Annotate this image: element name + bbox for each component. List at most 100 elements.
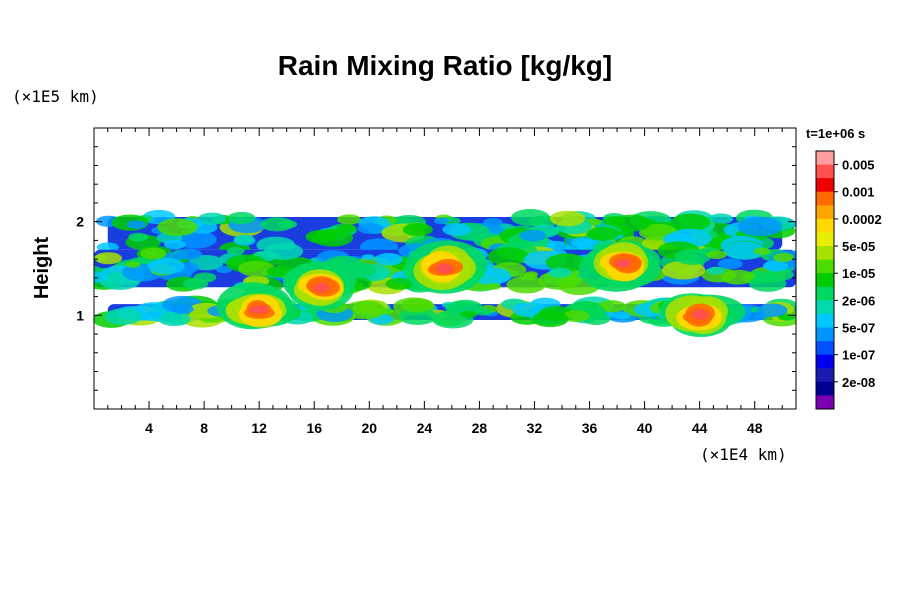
rain-core <box>312 284 328 291</box>
rain-blob <box>128 232 149 242</box>
rain-blob <box>398 307 438 325</box>
x-tick-label: 44 <box>692 420 708 436</box>
rain-blob <box>400 298 434 313</box>
rain-blob <box>757 303 788 317</box>
x-tick-label: 12 <box>251 420 267 436</box>
colorbar-label: 0.0002 <box>842 212 882 227</box>
rain-blob <box>216 266 233 274</box>
colorbar-swatch <box>816 232 834 247</box>
colorbar-swatch <box>816 178 834 193</box>
rain-blob <box>147 257 185 275</box>
rain-blob <box>706 250 727 260</box>
rain-blob <box>612 214 651 232</box>
rain-blob <box>126 220 146 229</box>
rain-blob <box>96 242 119 252</box>
colorbar-label: 1e-05 <box>842 266 875 281</box>
colorbar-label: 2e-06 <box>842 293 875 308</box>
rain-blob <box>402 223 433 237</box>
rain-blob <box>537 271 580 290</box>
rain-blob <box>549 210 586 227</box>
rain-blob <box>164 239 186 250</box>
rain-core <box>249 305 265 314</box>
rain-blob <box>139 247 167 260</box>
colorbar-frame <box>815 150 835 410</box>
colorbar: 0.005 0.001 0.0002 5e-05 1e-05 2e-06 5e-07 1e-0… <box>815 150 882 410</box>
rain-blob <box>674 248 711 265</box>
x-tick-label: 20 <box>362 420 378 436</box>
rain-blob <box>361 254 375 260</box>
rain-blob <box>570 237 594 248</box>
rain-blob <box>442 223 472 236</box>
rain-blob <box>662 260 706 280</box>
colorbar-swatch <box>816 286 834 301</box>
rain-blob <box>706 266 725 275</box>
colorbar-swatch <box>816 164 834 179</box>
colorbar-label: 0.005 <box>842 158 875 173</box>
rain-blob <box>238 260 275 277</box>
rain-blob <box>157 218 198 236</box>
x-tick-label: 28 <box>472 420 488 436</box>
rain-blob <box>104 308 143 325</box>
rain-blob <box>717 258 743 270</box>
colorbar-swatch <box>816 273 834 288</box>
rain-blob <box>94 266 102 273</box>
rain-blob <box>753 247 771 255</box>
rain-blob <box>524 271 539 278</box>
colorbar-swatch <box>816 205 834 220</box>
colorbar-swatch <box>816 313 834 329</box>
x-tick-label: 4 <box>145 420 153 436</box>
colorbar-swatch <box>816 327 834 342</box>
rain-core <box>616 259 629 267</box>
colorbar-swatch <box>816 191 834 206</box>
rain-blob <box>94 252 123 265</box>
rain-blob <box>486 283 502 290</box>
y-axis: 12 <box>76 146 796 391</box>
rain-blob <box>670 213 711 232</box>
rain-blob <box>562 310 590 323</box>
x-tick-label: 16 <box>306 420 322 436</box>
rain-blob <box>447 299 483 316</box>
colorbar-swatch <box>816 151 834 166</box>
rain-blob <box>374 252 403 266</box>
colorbar-label: 5e-07 <box>842 321 875 336</box>
x-tick-label: 36 <box>582 420 598 436</box>
rain-blob <box>94 271 108 283</box>
rain-blob <box>433 217 449 225</box>
colorbar-swatch <box>816 354 834 369</box>
rain-blob <box>519 229 547 242</box>
colorbar-swatch <box>816 368 834 383</box>
rain-blob <box>587 226 620 241</box>
y-axis-label: Height <box>31 237 53 300</box>
colorbar-label: 0.001 <box>842 185 875 200</box>
colorbar-swatch <box>816 381 834 396</box>
rain-blob <box>380 308 394 315</box>
y-tick-label: 2 <box>76 214 84 230</box>
x-unit-label: (×1E4 km) <box>700 445 787 464</box>
rain-blob <box>531 310 569 328</box>
rain-blob <box>545 253 587 272</box>
rain-blob <box>171 304 194 315</box>
time-label: t=1e+06 s <box>806 126 865 141</box>
rain-blob <box>460 310 477 318</box>
rain-blob <box>772 252 795 262</box>
rain-blob <box>548 267 572 278</box>
colorbar-swatch <box>816 218 834 233</box>
colorbar-swatch <box>816 300 834 315</box>
rain-blob <box>357 222 384 234</box>
rain-blob <box>483 218 503 227</box>
rain-field <box>94 209 796 337</box>
x-tick-label: 8 <box>200 420 208 436</box>
rain-blob <box>723 241 766 260</box>
colorbar-swatch <box>816 395 834 410</box>
rain-blob <box>737 216 783 237</box>
rain-blob <box>487 247 529 266</box>
x-tick-label: 24 <box>417 420 433 436</box>
chart-title: Rain Mixing Ratio [kg/kg] <box>278 50 612 81</box>
rain-blob <box>260 217 294 232</box>
rain-blob <box>158 311 191 327</box>
rain-blob <box>182 278 209 290</box>
rain-blob <box>233 234 255 244</box>
rain-blob <box>766 268 794 281</box>
rain-blob <box>708 213 734 225</box>
